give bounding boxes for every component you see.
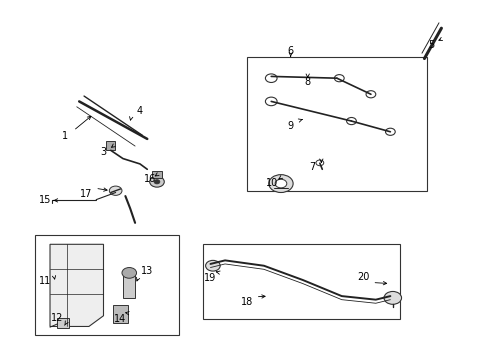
- Text: 11: 11: [39, 276, 51, 286]
- Circle shape: [346, 117, 356, 125]
- Bar: [57, 318, 69, 328]
- Text: 3: 3: [100, 147, 106, 157]
- Circle shape: [265, 74, 277, 82]
- Text: 17: 17: [80, 189, 92, 199]
- Bar: [152, 171, 162, 178]
- Circle shape: [122, 267, 136, 278]
- Text: 6: 6: [287, 46, 293, 56]
- Text: 10: 10: [265, 178, 278, 188]
- Text: 18: 18: [240, 297, 252, 307]
- Circle shape: [366, 91, 375, 98]
- Circle shape: [334, 75, 344, 82]
- Circle shape: [149, 176, 164, 187]
- Text: 20: 20: [357, 272, 369, 282]
- Circle shape: [268, 175, 292, 193]
- Bar: [113, 305, 127, 323]
- Bar: [122, 273, 135, 298]
- Text: 15: 15: [39, 195, 51, 205]
- Text: 14: 14: [114, 314, 126, 324]
- Text: 19: 19: [204, 273, 216, 283]
- Circle shape: [205, 260, 220, 271]
- Circle shape: [265, 97, 277, 106]
- Text: 5: 5: [427, 40, 434, 50]
- Polygon shape: [50, 244, 103, 327]
- Circle shape: [315, 160, 323, 166]
- Circle shape: [109, 186, 122, 195]
- Text: 16: 16: [143, 174, 156, 184]
- Text: 9: 9: [287, 121, 293, 131]
- Text: 12: 12: [51, 312, 63, 323]
- Text: 13: 13: [141, 266, 153, 276]
- Circle shape: [383, 292, 401, 304]
- Text: 7: 7: [309, 162, 315, 172]
- Circle shape: [154, 180, 160, 184]
- Text: 8: 8: [304, 77, 310, 87]
- Text: 1: 1: [61, 131, 67, 141]
- Circle shape: [275, 179, 286, 188]
- Bar: [106, 141, 115, 150]
- Circle shape: [385, 128, 394, 135]
- Text: 4: 4: [137, 107, 142, 116]
